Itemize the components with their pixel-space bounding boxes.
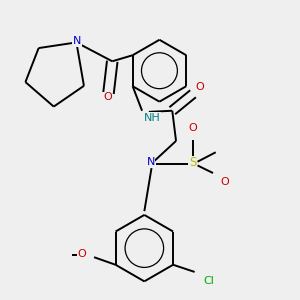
Text: O: O [189, 123, 197, 134]
Text: NH: NH [144, 112, 161, 123]
Text: O: O [195, 82, 204, 92]
Text: O: O [78, 249, 86, 259]
Text: N: N [73, 36, 81, 46]
Text: O: O [103, 92, 112, 102]
Text: O: O [220, 177, 229, 187]
Text: Cl: Cl [204, 276, 214, 286]
Text: N: N [147, 158, 155, 167]
Text: S: S [189, 156, 197, 169]
